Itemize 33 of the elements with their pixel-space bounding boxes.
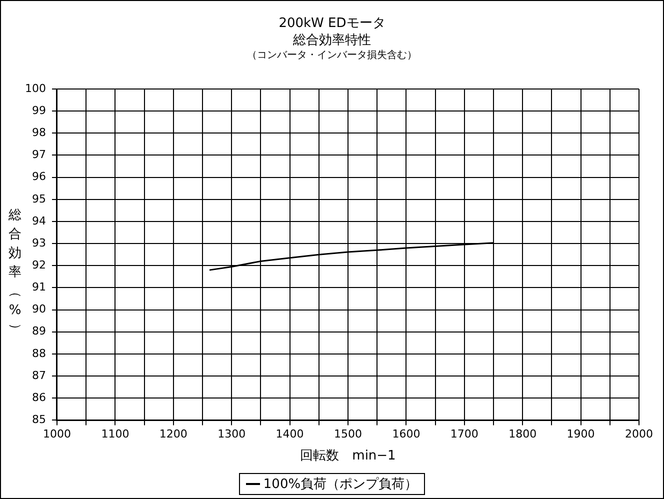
y-tick-label: 85 xyxy=(32,413,46,426)
legend-label: 100%負荷（ポンプ負荷） xyxy=(239,473,425,495)
y-tick-label: 94 xyxy=(32,214,46,228)
x-tick-label: 1800 xyxy=(508,428,537,441)
x-tick-label: 2000 xyxy=(625,428,653,441)
y-tick-label: 95 xyxy=(32,192,46,206)
y-tick-label: 99 xyxy=(32,104,46,117)
y-tick-label: 87 xyxy=(32,368,46,382)
y-tick-label: 91 xyxy=(32,280,46,294)
x-tick-label: 1300 xyxy=(218,428,246,441)
y-tick-label: 86 xyxy=(32,390,46,404)
y-tick-label: 90 xyxy=(32,302,46,316)
chart-subtitle: 総合効率特性 xyxy=(292,32,372,49)
x-tick-label: 1400 xyxy=(276,428,304,441)
y-tick-label: 89 xyxy=(32,324,46,338)
x-tick-label: 1000 xyxy=(42,428,71,441)
chart-title: 200kW EDモータ xyxy=(278,15,386,32)
y-tick-label: 98 xyxy=(32,126,46,140)
x-axis-title: 回転数 min−1 xyxy=(300,448,396,464)
y-tick-label: 92 xyxy=(32,258,46,272)
x-tick-label: 1500 xyxy=(334,428,362,441)
y-tick-label: 93 xyxy=(32,236,46,250)
x-tick-label: 1200 xyxy=(159,428,188,441)
x-tick-label: 1100 xyxy=(101,428,130,441)
x-tick-label: 1600 xyxy=(392,428,420,441)
y-axis-title: 総合効率（%） xyxy=(6,207,24,338)
x-tick-label: 1900 xyxy=(566,428,595,441)
x-tick-label: 1700 xyxy=(450,428,478,441)
y-tick-label: 97 xyxy=(32,148,46,162)
text: （コンバータ・インバータ損失含む） xyxy=(246,49,418,63)
y-tick-label: 100 xyxy=(24,82,46,95)
y-tick-label: 96 xyxy=(32,170,46,184)
y-tick-label: 88 xyxy=(32,346,46,360)
